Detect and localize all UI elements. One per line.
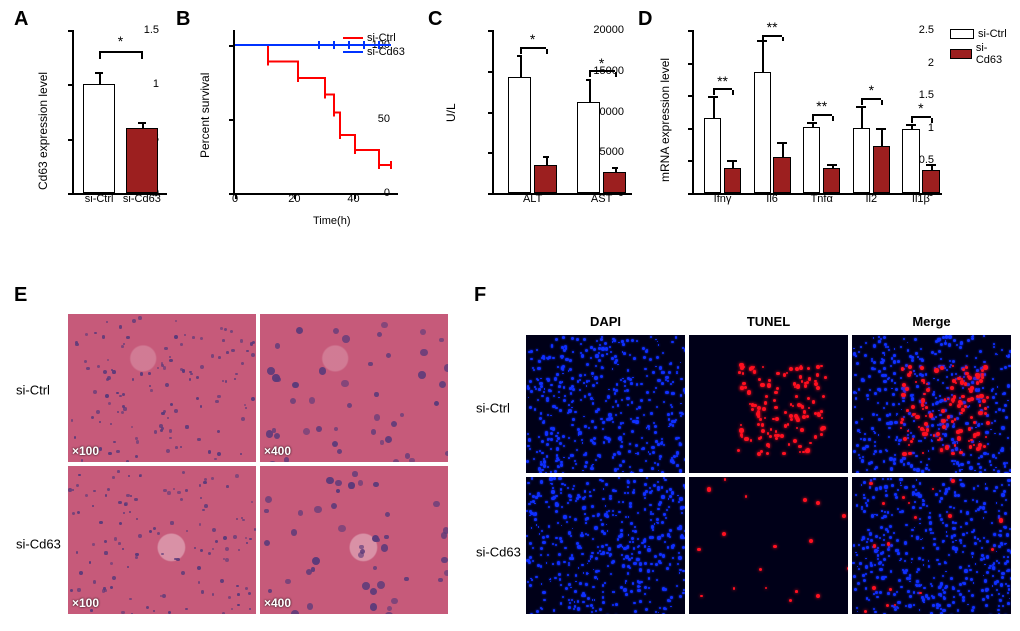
ytick: 1 bbox=[928, 122, 934, 134]
xlabel: si-Ctrl bbox=[85, 193, 114, 205]
sig-star: * bbox=[530, 31, 535, 47]
sig-star: * bbox=[918, 100, 923, 116]
panel-d-axes: 2.5 2 1.5 1 0.5 0 **Ifnγ**Il6**Tnfα*Il2*… bbox=[692, 30, 942, 195]
group-label: AST bbox=[591, 193, 612, 205]
row-label: si-Cd63 bbox=[476, 545, 521, 560]
panel-a: A 1.5 1 0.5 0 * si-Ctrl si-Cd63 Cd63 exp… bbox=[16, 10, 171, 235]
f-tile-dapi bbox=[526, 477, 685, 615]
group-label: Il2 bbox=[866, 193, 878, 205]
panel-f-grid: DAPI TUNEL Merge bbox=[526, 314, 1011, 614]
bar bbox=[508, 77, 531, 193]
bar bbox=[773, 157, 790, 194]
panel-a-label: A bbox=[14, 8, 28, 31]
sig-star: ** bbox=[767, 19, 778, 35]
group-label: Il6 bbox=[766, 193, 778, 205]
bar bbox=[724, 168, 741, 193]
panel-c-label: C bbox=[428, 8, 442, 31]
row-label: si-Ctrl bbox=[476, 401, 510, 416]
group-label: Tnfα bbox=[811, 193, 833, 205]
row-label: si-Cd63 bbox=[16, 537, 61, 552]
bar bbox=[823, 168, 840, 193]
group-label: ALT bbox=[523, 193, 542, 205]
sig-star: ** bbox=[816, 98, 827, 114]
mag-label: ×100 bbox=[72, 444, 99, 458]
panel-a-ylabel: Cd63 expression level bbox=[36, 72, 50, 190]
bar bbox=[873, 146, 890, 193]
bar bbox=[704, 118, 721, 193]
legend-label: si-Cd63 bbox=[367, 46, 405, 58]
panel-e-label: E bbox=[14, 284, 27, 307]
panel-b: B 100 50 0 0 20 40 Percent survival Time… bbox=[178, 10, 413, 235]
ytick: 1.5 bbox=[144, 24, 159, 36]
ytick: 1 bbox=[153, 78, 159, 90]
bar bbox=[902, 129, 919, 193]
f-tile-tunel bbox=[689, 335, 848, 473]
row-label: si-Ctrl bbox=[16, 383, 50, 398]
f-tile-merge bbox=[852, 335, 1011, 473]
bar bbox=[922, 170, 939, 193]
panel-b-label: B bbox=[176, 8, 190, 31]
panel-d-ylabel: mRNA expression level bbox=[658, 58, 672, 182]
ytick: 2 bbox=[928, 57, 934, 69]
panel-c-ylabel: U/L bbox=[444, 103, 458, 122]
col-label: TUNEL bbox=[689, 314, 848, 331]
panel-d-label: D bbox=[638, 8, 652, 31]
sig-star: * bbox=[599, 55, 604, 71]
ytick: 20000 bbox=[593, 24, 624, 36]
col-label: Merge bbox=[852, 314, 1011, 331]
panel-d: D 2.5 2 1.5 1 0.5 0 **Ifnγ**Il6**Tnfα*Il… bbox=[640, 10, 1010, 235]
bar bbox=[853, 128, 870, 193]
bar-si-ctrl bbox=[83, 84, 115, 193]
legend-label: si-Ctrl bbox=[978, 28, 1007, 40]
bar-si-cd63 bbox=[126, 128, 158, 193]
bar bbox=[534, 165, 557, 193]
bar bbox=[754, 72, 771, 193]
panel-e-grid: ×100 ×400 ×100 ×400 bbox=[68, 314, 448, 614]
legend-label: si-Cd63 bbox=[976, 42, 1010, 66]
panel-f-label: F bbox=[474, 284, 486, 307]
ytick: 5000 bbox=[600, 146, 624, 158]
group-label: Il1β bbox=[912, 193, 930, 205]
sig-star: * bbox=[869, 82, 874, 98]
f-tile-dapi bbox=[526, 335, 685, 473]
ytick: 2.5 bbox=[919, 24, 934, 36]
panel-b-ylabel: Percent survival bbox=[198, 73, 212, 158]
he-tile: ×100 bbox=[68, 466, 256, 614]
panel-a-axes: 1.5 1 0.5 0 * si-Ctrl si-Cd63 bbox=[72, 30, 167, 195]
bar bbox=[803, 127, 820, 194]
he-tile: ×400 bbox=[260, 466, 448, 614]
panel-f: F si-Ctrl si-Cd63 DAPI TUNEL Merge bbox=[476, 286, 1016, 621]
panel-d-legend: si-Ctrl si-Cd63 bbox=[950, 28, 1010, 68]
sig-star: * bbox=[118, 33, 123, 49]
panel-c: C 20000 15000 10000 5000 0 *ALT*AST U/L bbox=[430, 10, 635, 235]
he-tile: ×100 bbox=[68, 314, 256, 462]
legend-label: si-Ctrl bbox=[367, 32, 396, 44]
mag-label: ×100 bbox=[72, 596, 99, 610]
mag-label: ×400 bbox=[264, 596, 291, 610]
panel-e: E si-Ctrl si-Cd63 ×100 ×400 ×100 ×400 bbox=[16, 286, 456, 621]
he-tile: ×400 bbox=[260, 314, 448, 462]
sig-star: ** bbox=[717, 73, 728, 89]
panel-b-legend: si-Ctrl si-Cd63 bbox=[343, 32, 405, 60]
xlabel: si-Cd63 bbox=[123, 193, 161, 205]
panel-c-axes: 20000 15000 10000 5000 0 *ALT*AST bbox=[492, 30, 632, 195]
bar bbox=[577, 102, 600, 193]
panel-b-xlabel: Time(h) bbox=[313, 215, 350, 227]
col-label: DAPI bbox=[526, 314, 685, 331]
bar bbox=[603, 172, 626, 193]
group-label: Ifnγ bbox=[714, 193, 732, 205]
mag-label: ×400 bbox=[264, 444, 291, 458]
f-tile-tunel bbox=[689, 477, 848, 615]
f-tile-merge bbox=[852, 477, 1011, 615]
